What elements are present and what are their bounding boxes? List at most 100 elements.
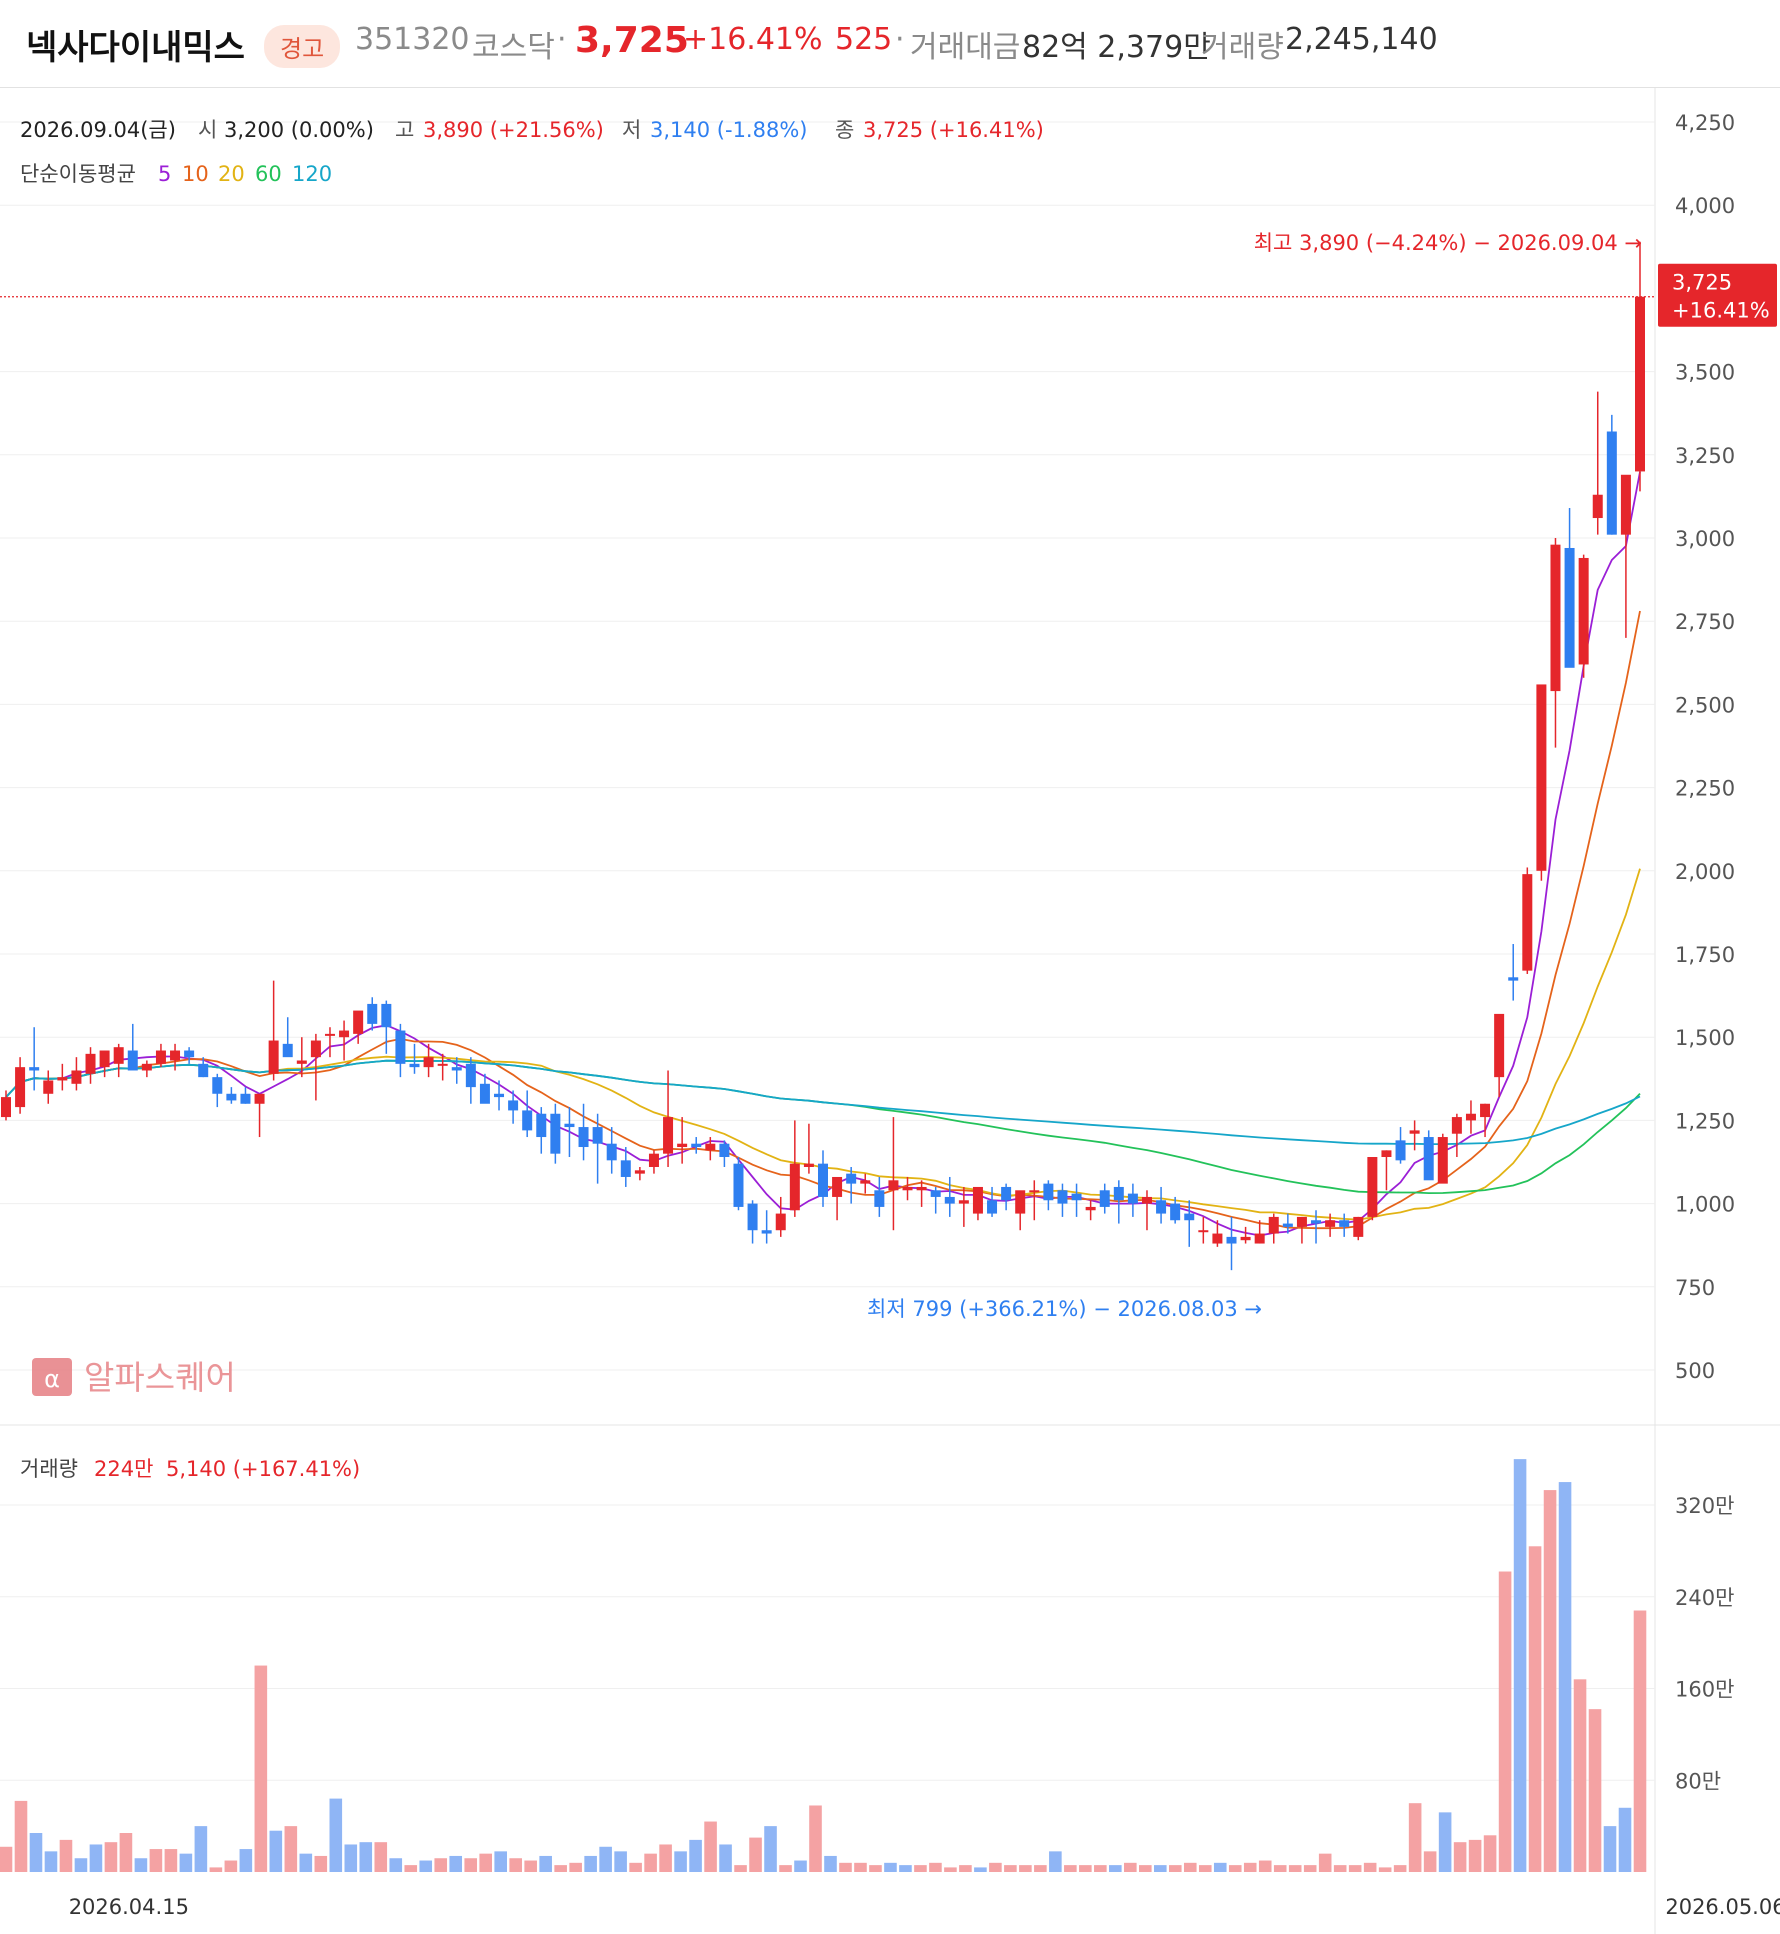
candle-body[interactable]: [1353, 1216, 1364, 1237]
candle-body[interactable]: [240, 1093, 251, 1104]
candle-body[interactable]: [1367, 1157, 1378, 1217]
candle-body[interactable]: [1311, 1220, 1322, 1224]
volume-bar[interactable]: [1408, 1803, 1422, 1872]
candle-body[interactable]: [1423, 1137, 1434, 1181]
volume-bar[interactable]: [1618, 1807, 1632, 1872]
candle-body[interactable]: [268, 1040, 279, 1074]
candle-body[interactable]: [677, 1143, 688, 1148]
candle-body[interactable]: [212, 1077, 223, 1094]
volume-bar[interactable]: [719, 1844, 732, 1872]
candle-body[interactable]: [775, 1213, 786, 1231]
candle-body[interactable]: [1494, 1013, 1505, 1078]
candle-body[interactable]: [381, 1003, 392, 1028]
volume-bar[interactable]: [1588, 1709, 1602, 1872]
candle-body[interactable]: [987, 1200, 998, 1214]
volume-bar[interactable]: [824, 1855, 837, 1872]
volume-bar[interactable]: [1378, 1867, 1392, 1872]
candle-body[interactable]: [339, 1030, 350, 1038]
volume-bar[interactable]: [1333, 1865, 1347, 1872]
volume-bar[interactable]: [164, 1849, 178, 1872]
volume-bar[interactable]: [1139, 1865, 1152, 1872]
volume-bar[interactable]: [869, 1865, 882, 1872]
volume-bar[interactable]: [194, 1826, 208, 1872]
volume-bar[interactable]: [779, 1865, 792, 1872]
candle-body[interactable]: [1282, 1223, 1293, 1227]
candle-body[interactable]: [29, 1067, 40, 1071]
volume-bar[interactable]: [419, 1860, 433, 1872]
candle-body[interactable]: [1085, 1206, 1096, 1211]
volume-bar[interactable]: [1228, 1865, 1242, 1872]
volume-bar[interactable]: [899, 1865, 912, 1872]
volume-bar[interactable]: [314, 1855, 328, 1872]
volume-bar[interactable]: [674, 1851, 687, 1872]
candle-body[interactable]: [57, 1077, 68, 1081]
volume-bar[interactable]: [1543, 1490, 1557, 1872]
volume-bar[interactable]: [1573, 1679, 1587, 1872]
volume-bar[interactable]: [974, 1867, 987, 1872]
volume-bar[interactable]: [104, 1842, 118, 1872]
candle-body[interactable]: [1015, 1190, 1026, 1214]
candle-body[interactable]: [592, 1127, 603, 1144]
volume-bar[interactable]: [1528, 1546, 1542, 1872]
volume-bar[interactable]: [1363, 1862, 1377, 1872]
candle-body[interactable]: [1099, 1190, 1110, 1207]
volume-bar[interactable]: [914, 1865, 927, 1872]
candle-body[interactable]: [902, 1186, 913, 1191]
volume-bar[interactable]: [134, 1858, 148, 1872]
volume-bar[interactable]: [1483, 1835, 1497, 1872]
volume-bar[interactable]: [299, 1853, 313, 1872]
candle-body[interactable]: [1198, 1230, 1209, 1233]
candle-body[interactable]: [1339, 1220, 1350, 1227]
volume-bars[interactable]: [0, 1459, 1647, 1872]
candle-body[interactable]: [1564, 547, 1575, 668]
ma-legend-5[interactable]: 5: [158, 162, 171, 186]
volume-bar[interactable]: [1094, 1865, 1107, 1872]
candle-body[interactable]: [310, 1040, 321, 1058]
candle-body[interactable]: [1, 1097, 11, 1118]
ma-legend-120[interactable]: 120: [292, 162, 332, 186]
candle-body[interactable]: [578, 1127, 589, 1148]
candle-body[interactable]: [99, 1050, 110, 1068]
candle-body[interactable]: [1043, 1183, 1054, 1201]
candle-body[interactable]: [803, 1163, 814, 1167]
candle-body[interactable]: [1254, 1233, 1265, 1244]
candle-body[interactable]: [409, 1063, 420, 1068]
candle-body[interactable]: [226, 1093, 237, 1101]
volume-bar[interactable]: [539, 1855, 552, 1872]
volume-bar[interactable]: [14, 1800, 28, 1872]
volume-bar[interactable]: [209, 1867, 223, 1872]
candle-body[interactable]: [141, 1063, 152, 1071]
volume-bar[interactable]: [929, 1862, 942, 1872]
volume-bar[interactable]: [1273, 1865, 1287, 1872]
volume-bar[interactable]: [1258, 1860, 1272, 1872]
candle-body[interactable]: [522, 1110, 533, 1131]
volume-bar[interactable]: [749, 1837, 762, 1872]
volume-bar[interactable]: [689, 1839, 702, 1872]
volume-bar[interactable]: [1183, 1862, 1197, 1872]
volume-bar[interactable]: [254, 1665, 268, 1872]
volume-bar[interactable]: [599, 1846, 612, 1872]
volume-bar[interactable]: [1393, 1865, 1407, 1872]
candle-body[interactable]: [958, 1200, 969, 1204]
volume-bar[interactable]: [839, 1862, 852, 1872]
candle-body[interactable]: [888, 1180, 899, 1191]
volume-bar[interactable]: [704, 1821, 717, 1872]
volume-bar[interactable]: [884, 1862, 897, 1872]
candle-body[interactable]: [818, 1163, 828, 1197]
candle-body[interactable]: [606, 1143, 617, 1161]
candle-body[interactable]: [944, 1196, 955, 1204]
volume-bar[interactable]: [179, 1853, 193, 1872]
candle-body[interactable]: [113, 1047, 124, 1064]
candle-body[interactable]: [465, 1063, 476, 1088]
candle-body[interactable]: [634, 1170, 645, 1174]
volume-bar[interactable]: [854, 1862, 867, 1872]
volume-bar[interactable]: [479, 1853, 493, 1872]
candle-body[interactable]: [1635, 296, 1645, 472]
volume-bar[interactable]: [494, 1851, 507, 1872]
volume-bar[interactable]: [1318, 1853, 1332, 1872]
candle-body[interactable]: [1592, 494, 1603, 519]
candle-body[interactable]: [395, 1030, 406, 1064]
volume-bar[interactable]: [29, 1833, 43, 1872]
candle-body[interactable]: [1508, 977, 1519, 981]
candle-body[interactable]: [479, 1083, 490, 1104]
